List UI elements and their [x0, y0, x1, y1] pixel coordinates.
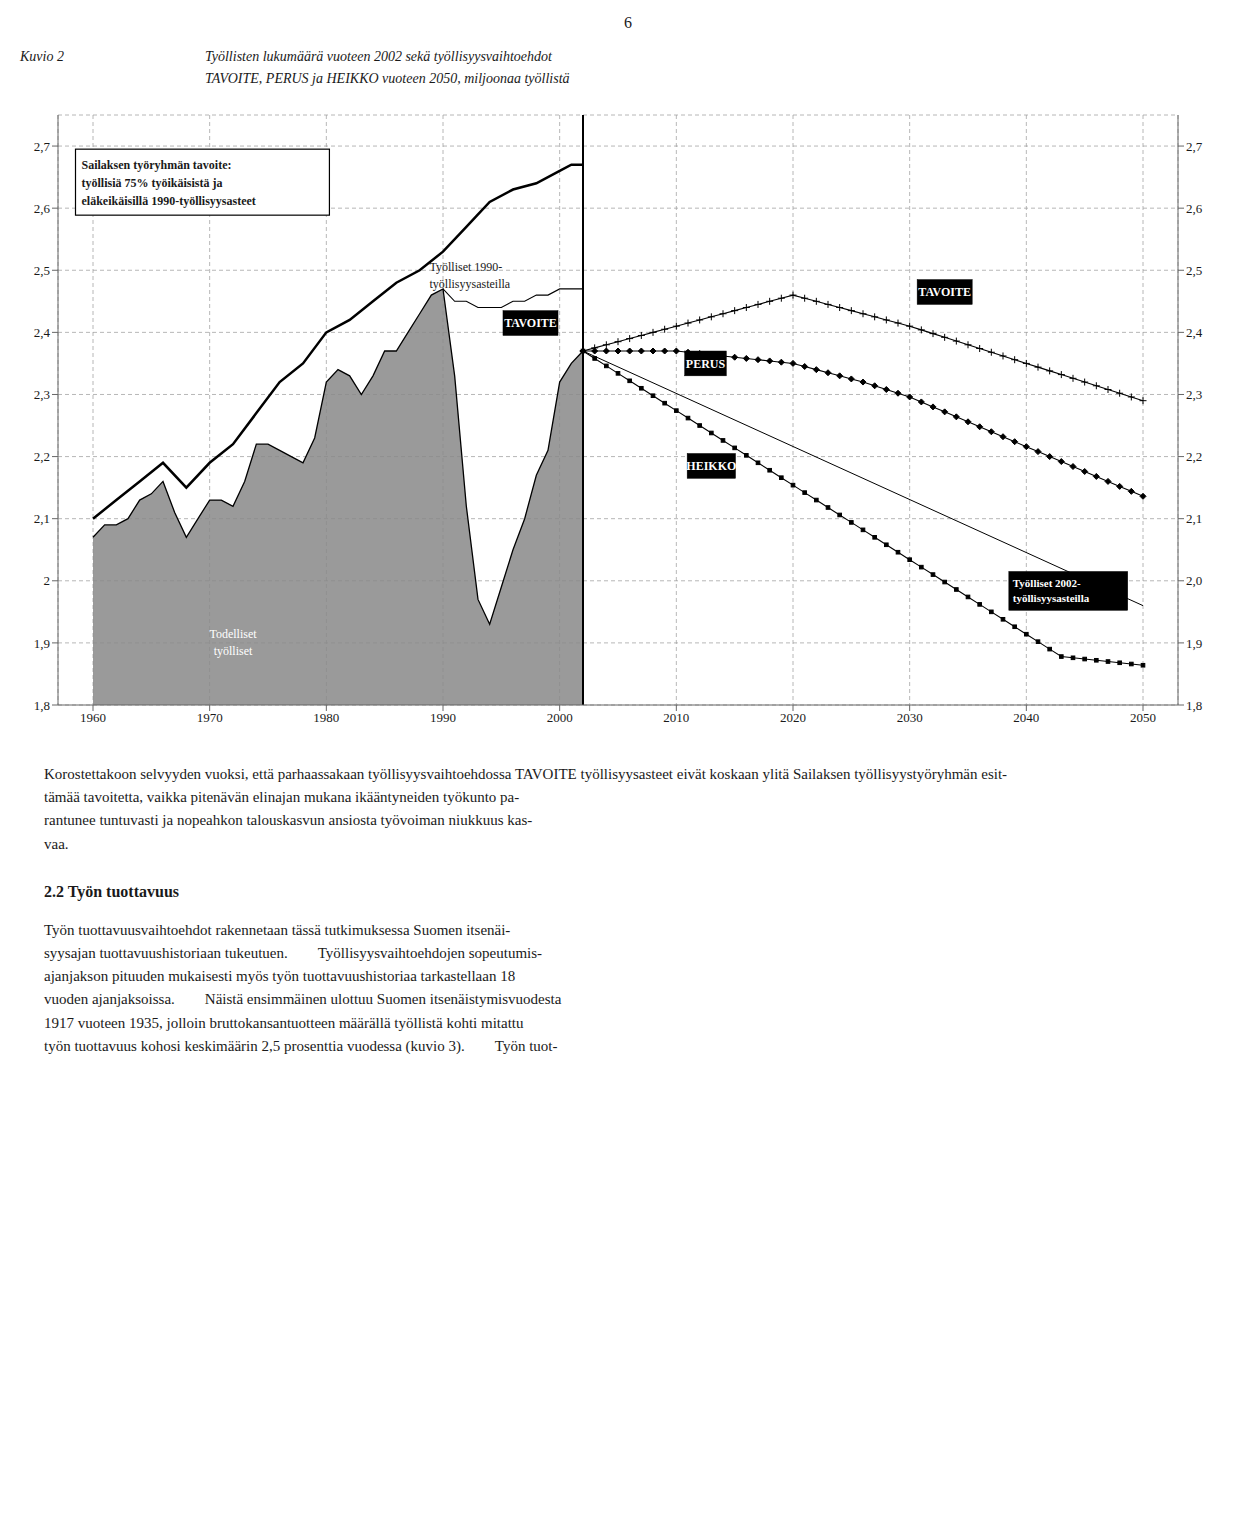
svg-text:2,6: 2,6: [34, 201, 51, 216]
svg-text:2,4: 2,4: [34, 325, 51, 340]
svg-text:2020: 2020: [780, 710, 806, 725]
html-text:Työllisten lukumäärä vuoteen 2: Työllisten lukumäärä vuoteen 2002 sekä t…: [205, 49, 552, 64]
svg-text:TAVOITE: TAVOITE: [504, 316, 557, 330]
svg-text:2,1: 2,1: [1186, 511, 1202, 526]
svg-text:1990: 1990: [430, 710, 456, 725]
svg-text:2,0: 2,0: [1186, 573, 1202, 588]
svg-text:työllisiä 75% työikäisistä ja: työllisiä 75% työikäisistä ja: [82, 175, 223, 189]
svg-text:1,9: 1,9: [1186, 635, 1202, 650]
svg-text:2010: 2010: [663, 710, 689, 725]
svg-text:2030: 2030: [897, 710, 923, 725]
html-text:Kuvio 2: Kuvio 2: [20, 49, 64, 64]
svg-text:2040: 2040: [1013, 710, 1039, 725]
svg-text:1980: 1980: [313, 710, 339, 725]
svg-text:2,4: 2,4: [1186, 325, 1203, 340]
svg-text:2,3: 2,3: [1186, 387, 1202, 402]
svg-text:1970: 1970: [197, 710, 223, 725]
svg-text:työllisyysasteilla: työllisyysasteilla: [430, 277, 511, 291]
html-text:6: 6: [624, 14, 632, 31]
svg-text:työllisyysasteilla: työllisyysasteilla: [1013, 592, 1090, 604]
svg-text:2,3: 2,3: [34, 387, 50, 402]
html-text:Korostettakoon selvyyden vuoks: Korostettakoon selvyyden vuoksi, että pa…: [44, 765, 1008, 852]
svg-text:2,5: 2,5: [1186, 263, 1202, 278]
svg-text:1960: 1960: [80, 710, 106, 725]
svg-text:2,5: 2,5: [34, 263, 50, 278]
svg-text:2,7: 2,7: [34, 138, 51, 153]
html-text:Työn tuottavuusvaihtoehdot rak: Työn tuottavuusvaihtoehdot rakennetaan t…: [44, 921, 562, 1054]
svg-text:eläkeikäisillä 1990-työllisyys: eläkeikäisillä 1990-työllisyysasteet: [82, 193, 256, 207]
svg-text:1,8: 1,8: [34, 697, 50, 712]
svg-text:2,1: 2,1: [34, 511, 50, 526]
svg-text:2000: 2000: [547, 710, 573, 725]
svg-text:Sailaksen työryhmän tavoite:: Sailaksen työryhmän tavoite:: [82, 157, 232, 171]
svg-text:2,7: 2,7: [1186, 138, 1203, 153]
svg-text:1,8: 1,8: [1186, 697, 1202, 712]
svg-text:2,2: 2,2: [1186, 449, 1202, 464]
svg-text:HEIKKO: HEIKKO: [686, 459, 736, 473]
svg-text:Työlliset 2002-: Työlliset 2002-: [1013, 577, 1081, 589]
svg-text:2,2: 2,2: [34, 449, 50, 464]
svg-text:työlliset: työlliset: [214, 643, 253, 657]
svg-text:1,9: 1,9: [34, 635, 50, 650]
svg-text:PERUS: PERUS: [686, 356, 726, 370]
svg-text:TAVOITE: TAVOITE: [918, 285, 971, 299]
html-text:TAVOITE, PERUS ja HEIKKO vuote: TAVOITE, PERUS ja HEIKKO vuoteen 2050, m…: [205, 71, 570, 87]
svg-text:2,6: 2,6: [1186, 201, 1203, 216]
html-text:2.2 Työn tuottavuus: 2.2 Työn tuottavuus: [44, 882, 179, 900]
svg-text:Työlliset 1990-: Työlliset 1990-: [430, 260, 503, 274]
svg-text:2050: 2050: [1130, 710, 1156, 725]
svg-text:Todelliset: Todelliset: [209, 627, 257, 641]
svg-text:2: 2: [44, 573, 51, 588]
